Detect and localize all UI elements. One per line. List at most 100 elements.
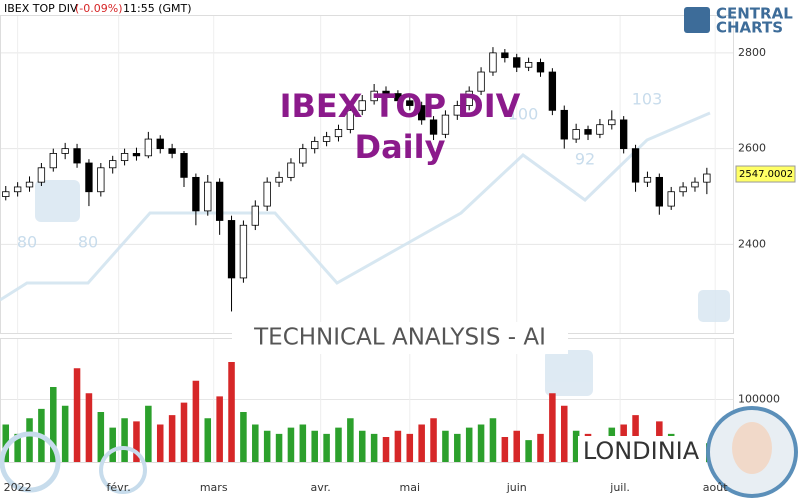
candle-body (489, 52, 497, 73)
candle-body (204, 181, 212, 212)
candle-body (679, 186, 687, 193)
watermark-layer: 80 80 100 92 103 (0, 90, 730, 396)
volume-bar (252, 424, 259, 462)
volume-layer (2, 362, 711, 462)
candle-body (73, 148, 81, 164)
volume-bar (145, 405, 152, 462)
change: (-0.09%) (75, 2, 123, 15)
candle-body (643, 176, 652, 183)
volume-bar (311, 430, 318, 462)
candle-body (227, 220, 236, 279)
logo-line1: CENTRAL (716, 5, 793, 23)
volume-bar (216, 396, 223, 462)
volume-bar (418, 424, 425, 462)
volume-bar (26, 418, 33, 462)
grid-layer (1, 16, 733, 462)
candle-body (417, 105, 426, 121)
axes-layer: 2400 2600 2800 100000 2022 févr. mars avr. mai ju… (4, 46, 796, 494)
x-tick-label: juil. (609, 481, 630, 494)
watermark-label: 92 (575, 150, 595, 169)
candle-body (2, 191, 10, 197)
volume-bar (156, 424, 164, 462)
avatar-face (732, 422, 772, 474)
brand-bg (578, 436, 706, 468)
volume-bar (501, 437, 509, 462)
volume-bar (85, 393, 93, 462)
volume-bar (14, 433, 21, 462)
x-tick-label: mars (200, 481, 228, 494)
x-tick-label: août (703, 481, 728, 494)
candle-body (382, 90, 390, 94)
volume-bar (382, 437, 390, 462)
candle-body (655, 176, 663, 207)
candle-body (239, 224, 248, 279)
watermark-label: 80 (17, 233, 37, 252)
logo-icon (684, 7, 710, 33)
volume-bar (2, 424, 10, 462)
overlay-texts: IBEX TOP DIV Daily TECHNICAL ANALYSIS - … (0, 87, 798, 498)
watermark-label: 80 (78, 233, 98, 252)
volume-bar (454, 433, 461, 462)
volume-bar (240, 412, 247, 462)
watermark-icon (0, 431, 61, 493)
volume-bar (394, 430, 402, 462)
volume-bar (50, 387, 57, 462)
candle-body (453, 105, 461, 116)
volume-bar (335, 427, 342, 462)
volume-bar (204, 418, 212, 462)
candle-body (37, 167, 46, 183)
candle-body (109, 160, 117, 169)
volume-bar (73, 368, 81, 462)
volume-bar (513, 430, 520, 462)
candle-body (299, 148, 307, 164)
watermark-icon (545, 350, 593, 396)
candle-body (192, 176, 200, 212)
brand: LONDINIA (583, 437, 700, 465)
y-tick-label: 2400 (738, 237, 766, 250)
logo: CENTRAL CHARTS (684, 5, 793, 37)
candle-body (132, 153, 141, 157)
candle-body (144, 138, 153, 157)
candle-body (477, 71, 485, 92)
candle-body (584, 129, 592, 135)
candle-body (536, 62, 545, 73)
volume-bar (370, 433, 378, 462)
x-tick-label: 2022 (4, 481, 32, 494)
symbol: IBEX TOP DIV (4, 2, 78, 15)
volume-bar (121, 418, 128, 462)
volume-bar (549, 393, 556, 462)
header: IBEX TOP DIV (-0.09%) 11:55 (GMT) (4, 2, 192, 15)
candle-body (156, 138, 164, 150)
last-price-tag (735, 165, 796, 183)
candle-body (667, 191, 675, 207)
candle-body (322, 136, 331, 142)
volume-bar (406, 433, 414, 462)
volume-bar (347, 418, 354, 462)
volume-bar (489, 418, 497, 462)
candle-body (311, 141, 319, 150)
candle-body (85, 162, 93, 193)
candle-body (61, 148, 69, 154)
candle-body (608, 119, 616, 126)
candle-body (429, 119, 438, 135)
candle-body (97, 167, 105, 193)
candle-body (358, 100, 366, 111)
candle-body (275, 176, 283, 183)
watermark-line (0, 111, 711, 302)
candle-body (548, 71, 557, 111)
volume-bar (537, 433, 544, 462)
volume-bar (192, 380, 200, 462)
overlay-subtitle: Daily (355, 128, 446, 166)
logo-line2: CHARTS (716, 19, 783, 37)
x-tick-label: févr. (107, 481, 131, 494)
candle-body (180, 153, 188, 178)
volume-bar (263, 430, 271, 462)
volume-bar (442, 430, 449, 462)
volume-bar (228, 362, 235, 462)
price-layer (2, 47, 711, 312)
volume-bar (358, 430, 366, 462)
candle-body (370, 90, 378, 102)
candle-body (406, 100, 414, 106)
volume-bar (560, 405, 568, 462)
